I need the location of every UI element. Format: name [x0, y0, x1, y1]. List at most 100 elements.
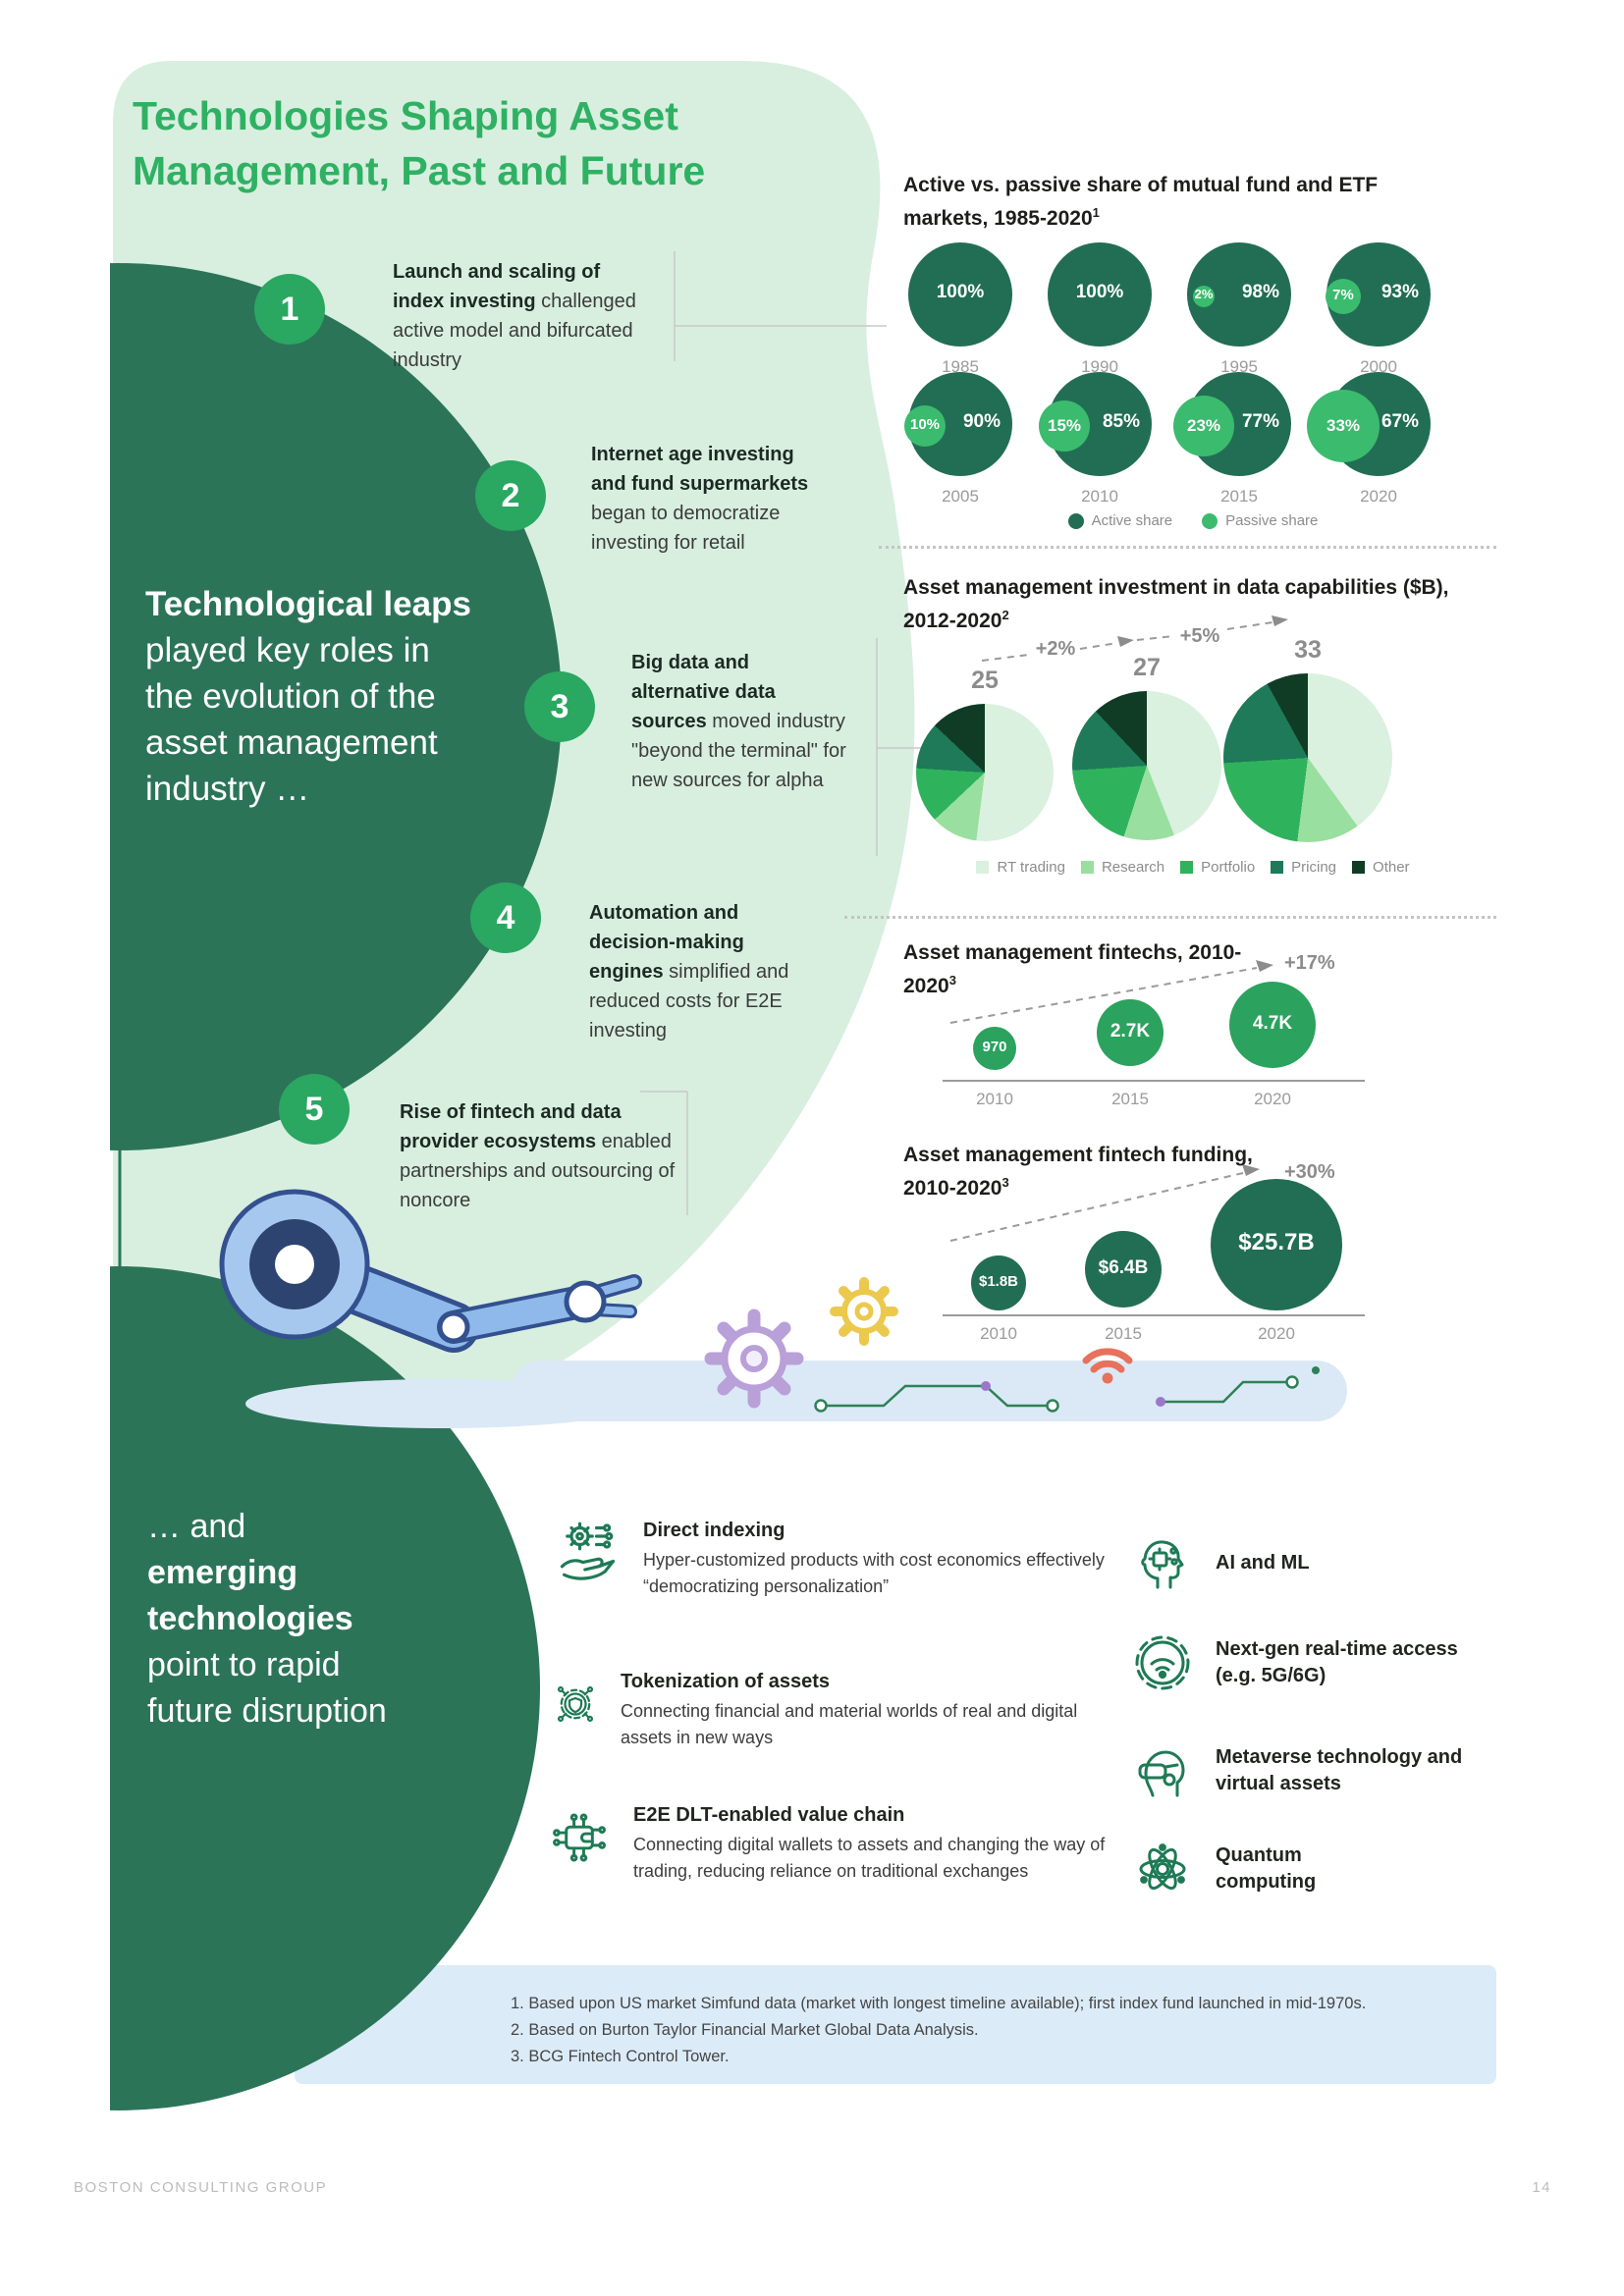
value-bubble-2020 — [1211, 1179, 1342, 1310]
chart-funding-title: Asset management fintech funding, 2010-2… — [903, 1144, 1253, 1200]
year-label-2010: 2010 — [976, 1090, 1013, 1108]
timeline-item-2: Internet age investing and fund supermar… — [591, 440, 822, 558]
chart-funding-plot: $1.8B 2010 $6.4B 2015 $25.7B 2020 — [889, 1129, 1517, 1355]
legend-swatch — [1080, 861, 1094, 874]
emerging-title: Direct indexing — [643, 1520, 785, 1541]
pie-legend-item-rt-trading: RT trading — [976, 859, 1065, 876]
value-bubble-2010 — [973, 1027, 1016, 1070]
chart-active-passive-legend: Active share Passive share — [889, 512, 1497, 529]
timeline-item-2-bold: Internet age investing and fund supermar… — [591, 444, 809, 495]
emerging-item-dlt: E2E DLT-enabled value chain Connecting d… — [550, 1804, 1119, 1885]
emerging-desc: Hyper-customized products with cost econ… — [643, 1550, 1105, 1596]
data-capabilities-pie-1 — [1072, 691, 1221, 840]
timeline-item-1: Launch and scaling of index investing ch… — [393, 257, 653, 375]
year-label-2020: 2020 — [1258, 1324, 1295, 1343]
funding-growth-label: +30% — [1284, 1161, 1335, 1183]
legend-label: RT trading — [997, 859, 1065, 876]
footnote-2: 2. Based on Burton Taylor Financial Mark… — [511, 2021, 979, 2039]
direct-indexing-icon — [560, 1522, 616, 1580]
legend-swatch — [1352, 861, 1366, 874]
timeline-item-5-bold: Rise of fintech and data provider ecosys… — [400, 1101, 622, 1152]
year-label-2005: 2005 — [942, 487, 979, 506]
year-label-2015: 2015 — [1220, 487, 1258, 506]
legend-dot — [1067, 512, 1084, 529]
emerging-label: AI and ML — [1216, 1551, 1310, 1574]
bottom-story-rest: point to rapid future disruption — [147, 1646, 387, 1730]
value-label-2020: $25.7B — [1238, 1229, 1315, 1256]
timeline-item-1-bold: Launch and scaling of index investing — [393, 261, 601, 312]
footer-brand: BOSTON CONSULTING GROUP — [74, 2179, 328, 2196]
passive-share-bubble-2015 — [1173, 396, 1234, 456]
legend-item-passive-share: Passive share — [1202, 512, 1318, 529]
year-label-2010: 2010 — [980, 1324, 1017, 1343]
timeline-item-5: Rise of fintech and data provider ecosys… — [400, 1097, 694, 1215]
tokenization-icon — [557, 1685, 594, 1723]
timeline-item-3-bold: Big data and alternative data sources — [631, 652, 776, 732]
year-label-2015: 2015 — [1105, 1324, 1142, 1343]
bottom-story-bold: emerging technologies — [147, 1554, 353, 1637]
footnote-3: 3. BCG Fintech Control Tower. — [511, 2048, 730, 2065]
emerging-label: Next-gen real-time access (e.g. 5G/6G) — [1216, 1638, 1458, 1686]
legend-label: Portfolio — [1201, 859, 1256, 876]
active-share-bubble-1990 — [1048, 242, 1152, 347]
timeline-item-4-bold: Automation and decision-making engines — [589, 902, 744, 983]
chart-data-capabilities: Asset management investment in data capa… — [889, 564, 1497, 898]
year-label-2000: 2000 — [1360, 357, 1397, 376]
chart-data-capabilities-legend: RT trading Research Portfolio Pricing Other — [889, 859, 1497, 876]
timeline-item-2-rest: began to democratize investing for retai… — [591, 503, 781, 554]
timeline-number-3: 3 — [524, 671, 595, 742]
pie-total-0: 25 — [971, 667, 999, 694]
footnote-1: 1. Based upon US market Simfund data (ma… — [511, 1995, 1367, 2012]
passive-share-value-2015: 23% — [1186, 416, 1221, 435]
page-title: Technologies Shaping Asset Management, P… — [133, 93, 706, 193]
year-label-1985: 1985 — [942, 357, 979, 376]
emerging-item-ai-ml: AI and ML — [1131, 1531, 1475, 1594]
active-share-value-1985: 100% — [936, 282, 985, 302]
year-label-1995: 1995 — [1220, 357, 1258, 376]
chart-fintechs-plot: 970 2010 2.7K 2015 4.7K 2020 — [889, 928, 1517, 1124]
pie-total-1: 27 — [1133, 654, 1161, 681]
footnotes: 1. Based upon US market Simfund data (ma… — [511, 1991, 1492, 2070]
timeline-number-4: 4 — [470, 882, 541, 953]
footer-page-number: 14 — [1532, 2179, 1551, 2196]
emerging-item-metaverse: Metaverse technology and virtual assets — [1131, 1739, 1504, 1802]
emerging-title: Tokenization of assets — [621, 1671, 831, 1692]
passive-share-value-1995: 2% — [1194, 287, 1214, 301]
chart-active-passive-plot: 100% 1985 100% 1990 2% 98% 1995 7% 93% 2000 10% 90%… — [889, 162, 1497, 555]
emerging-item-tokenization: Tokenization of assets Connecting financ… — [552, 1671, 1121, 1751]
data-capabilities-pie-2 — [1223, 673, 1392, 842]
value-label-2015: $6.4B — [1098, 1256, 1149, 1278]
mid-story-text: Technological leaps played key roles in … — [145, 581, 474, 812]
active-share-value-2000: 93% — [1380, 282, 1420, 302]
value-label-2020: 4.7K — [1252, 1012, 1293, 1034]
emerging-label: Quantum computing — [1216, 1844, 1317, 1893]
timeline-item-1-rest: challenged active model and bifurcated i… — [393, 291, 636, 371]
legend-item-active-share: Active share — [1067, 512, 1172, 529]
chart-data-capabilities-plot: 25 27 33 — [889, 564, 1497, 898]
timeline-item-4: Automation and decision-making engines s… — [589, 898, 820, 1045]
passive-share-bubble-2010 — [1039, 400, 1090, 452]
emerging-title: E2E DLT-enabled value chain — [633, 1804, 905, 1826]
emerging-item-next-gen: Next-gen real-time access (e.g. 5G/6G) — [1131, 1631, 1485, 1694]
chart-data-capabilities-title: Asset management investment in data capa… — [903, 576, 1449, 632]
legend-label: Passive share — [1225, 512, 1319, 529]
bottom-story-text: … and emerging technologies point to rap… — [147, 1504, 398, 1735]
passive-share-bubble-2005 — [904, 405, 946, 447]
value-bubble-2020 — [1229, 982, 1316, 1068]
passive-share-bubble-2000 — [1326, 279, 1361, 314]
metaverse-icon — [1138, 1750, 1185, 1797]
pie-legend-item-research: Research — [1080, 859, 1164, 876]
chart-funding: Asset management fintech funding, 2010-2… — [889, 1129, 1517, 1355]
dotted-separator-2 — [844, 916, 1496, 919]
pie-total-2: 33 — [1294, 636, 1322, 664]
passive-share-value-2020: 33% — [1326, 416, 1361, 435]
chart-fintechs: Asset management fintechs, 2010-20203 +1… — [889, 928, 1517, 1124]
emerging-item-direct-indexing: Direct indexing Hyper-customized product… — [555, 1520, 1124, 1600]
active-share-bubble-1985 — [908, 242, 1012, 347]
value-bubble-2010 — [971, 1255, 1026, 1310]
pie-legend-item-pricing: Pricing — [1271, 859, 1336, 876]
active-share-value-1990: 100% — [1075, 282, 1124, 302]
emerging-label: Metaverse technology and virtual assets — [1216, 1746, 1463, 1794]
value-bubble-2015 — [1097, 999, 1164, 1066]
chart-fintechs-title: Asset management fintechs, 2010-20203 — [903, 941, 1242, 997]
